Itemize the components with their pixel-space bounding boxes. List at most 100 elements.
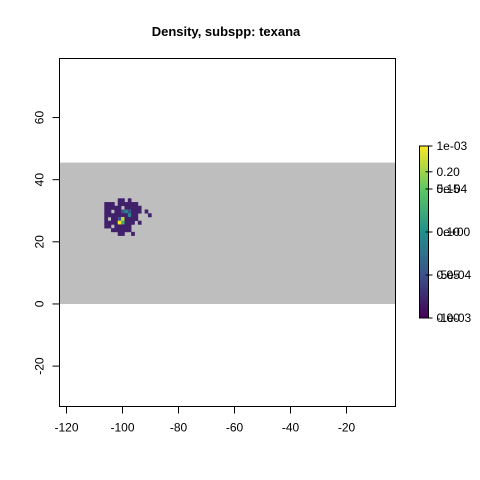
y-axis: -20 0 20 40 60 <box>33 111 60 375</box>
density-cell <box>117 202 122 207</box>
density-cell <box>107 224 112 229</box>
x-tick-label: -20 <box>338 421 356 435</box>
density-cell <box>114 224 119 229</box>
density-cell <box>104 220 108 225</box>
density-cell <box>117 205 122 210</box>
colorbar-label: 0.10 <box>437 225 461 239</box>
colorbar-label: 1e-03 <box>437 139 468 153</box>
density-cell <box>107 205 112 210</box>
density-cell <box>144 209 149 214</box>
density-cell <box>114 205 119 210</box>
density-cell <box>131 202 135 207</box>
x-tick-label: -60 <box>226 421 244 435</box>
density-cell <box>104 216 108 221</box>
y-tick-label: -20 <box>33 357 47 375</box>
density-cell <box>111 205 115 210</box>
density-cell <box>127 228 132 233</box>
density-cell <box>127 224 132 229</box>
density-cell <box>134 213 139 218</box>
density-cell <box>127 209 132 214</box>
density-cell <box>107 220 112 225</box>
y-tick-label: 20 <box>33 235 47 249</box>
density-cell <box>127 213 132 218</box>
density-cell <box>121 216 125 221</box>
colorbar-label: 0.20 <box>437 165 461 179</box>
density-cell <box>121 209 125 214</box>
density-cell <box>114 213 119 218</box>
colorbar-label: 0.05 <box>437 268 461 282</box>
density-cell <box>117 228 122 233</box>
density-cell <box>111 216 115 221</box>
density-cell <box>104 209 108 214</box>
density-cell <box>114 209 119 214</box>
density-cell <box>124 224 129 229</box>
density-cell <box>124 220 129 225</box>
y-tick-label: 60 <box>33 111 47 125</box>
density-cell <box>147 213 152 218</box>
colorbar: 0e+00 5e-04 1e-03 0.00 0.05 0.10 0.15 0.20 -5e-0… <box>419 139 472 325</box>
colorbar-label: -5e-04 <box>437 268 472 282</box>
density-cell <box>111 202 115 207</box>
density-cell <box>131 231 135 236</box>
density-cell <box>114 220 119 225</box>
density-cell <box>121 220 125 225</box>
chart-title: Density, subspp: texana <box>152 24 301 39</box>
density-cell <box>121 224 125 229</box>
density-cell <box>137 220 142 225</box>
density-cell <box>134 202 139 207</box>
x-tick-label: -120 <box>54 421 78 435</box>
density-cell <box>134 209 139 214</box>
plot-region <box>59 58 396 407</box>
density-cell <box>127 202 132 207</box>
x-tick-label: -100 <box>110 421 134 435</box>
colorbar-label: 0e+00 <box>437 225 471 239</box>
density-cell <box>131 220 135 225</box>
density-cells <box>104 198 152 236</box>
colorbar-label: 0.15 <box>437 182 461 196</box>
y-tick-label: 0 <box>33 300 47 307</box>
density-cell <box>124 209 129 214</box>
density-cell <box>124 205 129 210</box>
density-cell <box>131 213 135 218</box>
density-cell <box>131 209 135 214</box>
x-axis: -120 -100 -80 -60 -40 -20 <box>54 406 356 435</box>
density-cell <box>117 220 122 225</box>
density-cell <box>131 205 135 210</box>
density-cell <box>121 228 125 233</box>
density-cell <box>104 205 108 210</box>
density-cell <box>117 224 122 229</box>
density-cell <box>137 209 142 214</box>
density-cell <box>127 205 132 210</box>
density-cell <box>107 213 112 218</box>
x-tick-label: -40 <box>282 421 300 435</box>
density-cell <box>134 216 139 221</box>
density-cell <box>124 202 129 207</box>
density-cell <box>107 209 112 214</box>
density-cell <box>117 231 122 236</box>
density-cell <box>114 216 119 221</box>
density-cell <box>111 220 115 225</box>
density-cell <box>124 228 129 233</box>
density-cell <box>127 220 132 225</box>
colorbar-label: 0.00 <box>437 311 461 325</box>
density-cell <box>127 198 132 203</box>
density-cell <box>131 216 135 221</box>
density-cell <box>111 228 115 233</box>
density-cell <box>114 228 119 233</box>
colorbar-label: 5e-04 <box>437 182 468 196</box>
density-cell <box>117 198 122 203</box>
plot-background-band <box>59 162 396 304</box>
density-cell <box>127 216 132 221</box>
density-cell <box>104 202 108 207</box>
density-cell <box>121 213 125 218</box>
density-cell <box>111 213 115 218</box>
density-cell <box>104 224 108 229</box>
density-cell <box>124 216 129 221</box>
density-cell <box>117 209 122 214</box>
density-cell <box>121 231 125 236</box>
density-cell <box>137 205 142 210</box>
density-cell <box>121 202 125 207</box>
x-tick-label: -80 <box>170 421 188 435</box>
density-cell <box>117 213 122 218</box>
density-cell <box>121 198 125 203</box>
